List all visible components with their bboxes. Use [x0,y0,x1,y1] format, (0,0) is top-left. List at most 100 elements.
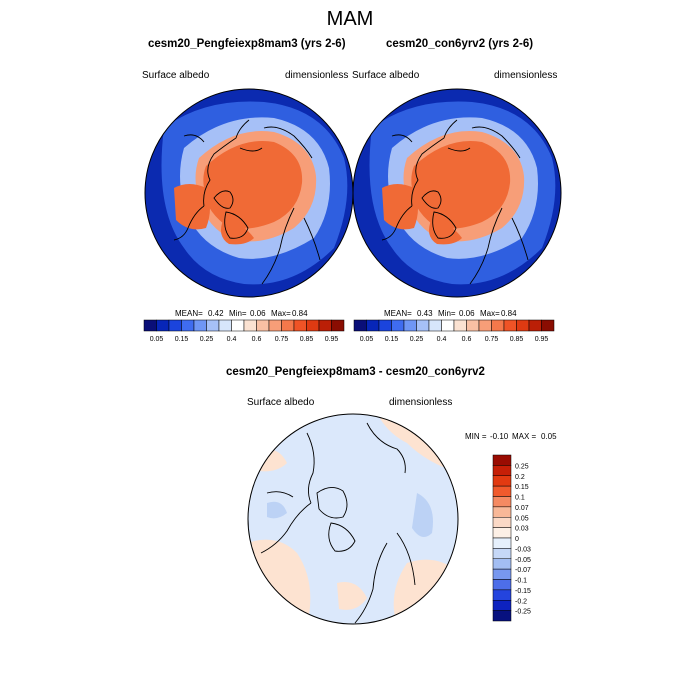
colorbar-swatch [492,568,512,580]
panel1-min-value: 0.06 [250,309,266,318]
colorbar-tick-label: 0.85 [510,336,524,343]
colorbar-swatch [492,610,512,622]
negative-difference-region [267,501,287,519]
colorbar-swatch [243,319,257,332]
diff-min-value: -0.10 [490,432,509,441]
colorbar-tick-label: 0.05 [515,515,529,522]
panel2-polar-map [352,88,562,298]
diff-polar-map [247,413,459,625]
colorbar-tick-label: -0.03 [515,546,531,553]
diff-map-border [247,413,459,625]
colorbar-swatch [492,527,512,539]
colorbar-tick-label: 0.6 [462,336,472,343]
panel1-albedo-field [145,89,353,297]
canadian-archipelago-ice [174,184,210,230]
colorbar-swatch [416,319,430,332]
colorbar-tick-label: 0.25 [515,463,529,470]
high-albedo-ice [203,141,303,229]
colorbar-swatch [256,319,270,332]
colorbar-tick-label: -0.05 [515,557,531,564]
high-albedo-ice [411,141,511,229]
colorbar-tick-label: 0 [515,536,519,543]
colorbar-swatch [528,319,542,332]
colorbar-swatch [403,319,417,332]
panel1-max-value: 0.84 [292,309,308,318]
diff-units-label: dimensionless [389,397,453,408]
colorbar-tick-label: 0.25 [410,336,424,343]
colorbar-swatch [293,319,307,332]
colorbar-tick-label: 0.95 [325,336,339,343]
colorbar-swatch [268,319,282,332]
diff-max-value: 0.05 [541,432,557,441]
panel2-map-border [352,88,562,298]
colorbar-swatch [453,319,467,332]
negative-difference-region [412,493,433,537]
colorbar-swatch [492,600,512,611]
colorbar-swatch [492,454,512,466]
colorbar-tick-label: 0.6 [252,336,262,343]
colorbar-tick-label: -0.25 [515,609,531,616]
colorbar-swatch [492,465,512,476]
colorbar-tick-label: 0.1 [515,495,525,502]
panel2-colorbar: 0.05 0.15 0.25 0.4 0.6 0.75 0.85 0.95 [353,319,555,343]
colorbar-swatch [492,548,512,559]
colorbar-tick-label: 0.4 [227,336,237,343]
colorbar-swatch [331,319,345,332]
panel1-mean-label: MEAN= [175,309,203,318]
colorbar-tick-label: 0.75 [485,336,499,343]
colorbar-swatch [492,496,512,508]
panel1-variable-label: Surface albedo [142,70,210,81]
panel1-colorbar: 0.05 0.15 0.25 0.4 0.6 0.75 0.85 0.95 [143,319,345,343]
colorbar-tick-label: 0.03 [515,526,529,533]
colorbar-tick-label: -0.2 [515,598,527,605]
panel2-mean-value: 0.43 [417,309,433,318]
panel2-variable-label: Surface albedo [352,70,420,81]
colorbar-swatch [492,589,512,601]
panel2-title: cesm20_con6yrv2 (yrs 2-6) [386,38,534,50]
colorbar-swatch [156,319,170,332]
diff-min-label: MIN = [465,432,487,441]
colorbar-swatch [478,319,492,332]
colorbar-tick-label: 0.15 [515,484,529,491]
diff-panel-title: cesm20_Pengfeiexp8mam3 - cesm20_con6yrv2 [226,366,485,378]
diff-variable-label: Surface albedo [247,397,315,408]
colorbar-swatch [181,319,195,332]
colorbar-tick-label: -0.15 [515,588,531,595]
colorbar-swatch [281,319,295,332]
panel2-units-label: dimensionless [494,70,558,81]
colorbar-tick-label: 0.2 [515,474,525,481]
colorbar-swatch [306,319,320,332]
diff-albedo-field [248,414,458,624]
panel2-min-label: Min= [438,309,456,318]
panel2-max-value: 0.84 [501,309,517,318]
colorbar-swatch [492,537,512,549]
colorbar-swatch [193,319,207,332]
colorbar-tick-label: 0.07 [515,505,529,512]
colorbar-swatch [541,319,555,332]
colorbar-swatch [391,319,405,332]
panel2-coastlines [381,119,529,285]
panel1-mean-value: 0.42 [208,309,224,318]
colorbar-swatch [492,506,512,518]
colorbar-swatch [168,319,182,332]
colorbar-swatch [492,485,512,497]
colorbar-tick-label: -0.07 [515,567,531,574]
positive-difference-region [337,582,367,610]
colorbar-tick-label: -0.1 [515,578,527,585]
colorbar-swatch [492,579,512,591]
colorbar-swatch [466,319,480,332]
colorbar-swatch [218,319,232,332]
colorbar-tick-label: 0.05 [150,336,164,343]
colorbar-tick-label: 0.15 [175,336,189,343]
panel1-title: cesm20_Pengfeiexp8mam3 (yrs 2-6) [148,38,346,50]
panel1-polar-map [144,88,354,298]
colorbar-swatch [206,319,220,332]
canadian-archipelago-ice [382,184,418,230]
greenland-ice [220,218,254,245]
colorbar-swatch [353,319,367,332]
greenland-ice [428,218,462,245]
colorbar-swatch [516,319,530,332]
panel2-mean-label: MEAN= [384,309,412,318]
panel1-units-label: dimensionless [285,70,349,81]
colorbar-swatch [492,475,512,487]
